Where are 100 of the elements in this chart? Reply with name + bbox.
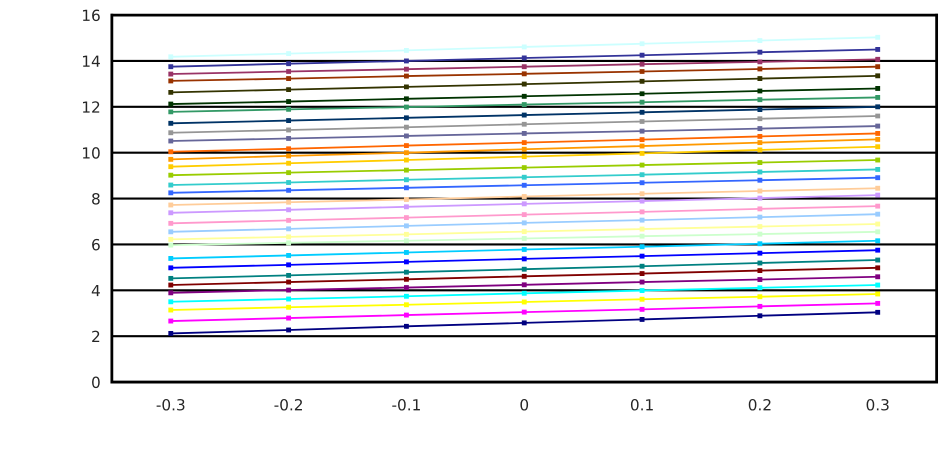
point	[404, 134, 409, 138]
point	[168, 182, 174, 188]
point	[404, 177, 409, 182]
point	[404, 197, 409, 202]
point	[404, 312, 409, 318]
point	[875, 212, 880, 217]
point	[286, 170, 292, 176]
point	[522, 140, 527, 146]
point	[404, 294, 409, 299]
point	[522, 154, 527, 160]
point	[875, 222, 880, 226]
point	[168, 290, 174, 296]
point	[875, 158, 880, 162]
point	[404, 48, 409, 53]
point	[286, 288, 292, 293]
point	[875, 47, 880, 52]
point	[404, 302, 409, 308]
point	[522, 229, 527, 234]
point	[640, 254, 644, 259]
point	[757, 304, 762, 309]
y-tick-label: 4	[92, 284, 100, 296]
point	[640, 218, 644, 223]
point	[286, 61, 292, 66]
point	[404, 168, 409, 173]
point	[757, 59, 762, 64]
point	[522, 102, 527, 107]
point	[286, 328, 292, 332]
point	[757, 66, 762, 72]
x-tick-label: -0.2	[274, 398, 302, 411]
point	[757, 232, 762, 237]
point	[757, 224, 762, 229]
x-tick-label: 0.1	[630, 398, 653, 411]
point	[640, 180, 644, 186]
point	[757, 148, 762, 152]
point	[286, 280, 292, 284]
point	[286, 200, 292, 205]
point	[286, 69, 292, 74]
point	[522, 310, 527, 315]
point	[168, 72, 174, 76]
point	[168, 202, 174, 208]
point	[404, 74, 409, 79]
point	[757, 50, 762, 55]
point	[168, 318, 174, 324]
point	[168, 276, 174, 281]
point	[640, 271, 644, 276]
point	[286, 207, 292, 212]
point	[757, 268, 762, 274]
point	[168, 190, 174, 196]
point	[404, 150, 409, 156]
point	[757, 116, 762, 122]
point	[875, 94, 880, 100]
point	[168, 102, 174, 106]
point	[640, 137, 644, 142]
point	[875, 104, 880, 110]
point	[640, 226, 644, 232]
point	[286, 304, 292, 310]
point	[875, 282, 880, 288]
point	[875, 248, 880, 253]
point	[168, 236, 174, 242]
point	[757, 196, 762, 201]
y-tick-label: 2	[92, 330, 100, 342]
point	[286, 106, 292, 112]
x-tick-label: -0.1	[392, 398, 420, 411]
point	[640, 100, 644, 105]
point	[168, 156, 174, 162]
point	[286, 188, 292, 193]
point	[757, 188, 762, 194]
point	[168, 120, 174, 126]
point	[522, 247, 527, 252]
point	[640, 150, 644, 156]
point	[640, 317, 644, 322]
point	[168, 229, 174, 234]
point	[757, 285, 762, 290]
point	[286, 128, 292, 132]
point	[168, 54, 174, 60]
point	[404, 270, 409, 275]
point	[640, 296, 644, 302]
point	[757, 277, 762, 282]
point	[640, 69, 644, 74]
point	[286, 262, 292, 268]
point	[286, 87, 292, 92]
point	[286, 136, 292, 141]
point	[404, 143, 409, 148]
point	[640, 198, 644, 204]
point	[286, 118, 292, 124]
point	[875, 292, 880, 296]
point	[404, 124, 409, 130]
point	[757, 140, 762, 146]
point	[286, 240, 292, 246]
point	[757, 260, 762, 266]
point	[875, 192, 880, 198]
point	[522, 112, 527, 118]
point	[875, 300, 880, 306]
point	[404, 285, 409, 290]
point	[404, 158, 409, 162]
point	[757, 250, 762, 256]
point	[640, 91, 644, 96]
point	[168, 330, 174, 336]
point	[522, 131, 527, 136]
point	[640, 128, 644, 134]
